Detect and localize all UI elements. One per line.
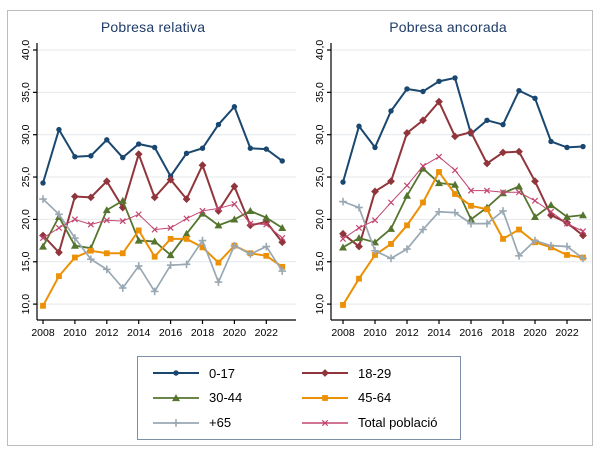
legend-item-65plus: +65 bbox=[152, 411, 301, 435]
y-tick-label: 35,0 bbox=[20, 82, 32, 103]
series-+65 bbox=[39, 195, 287, 296]
legend-label: 30-44 bbox=[209, 390, 243, 406]
relativa-chart: 10,0 15,0 20,0 25,0 30,0 35,0 40,0 2008 2010 2012… bbox=[20, 40, 296, 339]
y-tick-label: 30,0 bbox=[314, 124, 326, 145]
x-tick-label: 2008 bbox=[31, 327, 55, 339]
x-tick-label: 2022 bbox=[255, 327, 279, 339]
series-+65 bbox=[339, 197, 587, 263]
figure-border bbox=[7, 10, 593, 446]
x-tick-label: 2008 bbox=[331, 327, 355, 339]
legend-item-45-64: 45-64 bbox=[301, 386, 450, 410]
legend-item-0-17: 0-17 bbox=[152, 361, 301, 385]
ancorada-chart: 10,0 15,0 20,0 25,0 30,0 35,0 40,0 2008 2010 2012… bbox=[314, 40, 591, 339]
y-tick-label: 35,0 bbox=[314, 82, 326, 103]
x-tick-label: 2016 bbox=[459, 327, 483, 339]
legend-label: +65 bbox=[209, 415, 232, 431]
y-tick-label: 10,0 bbox=[20, 294, 32, 315]
x-tick-label: 2016 bbox=[159, 327, 183, 339]
legend-marker-total-icon bbox=[301, 416, 349, 430]
x-tick-label: 2012 bbox=[95, 327, 119, 339]
y-tick-label: 25,0 bbox=[20, 167, 32, 188]
x-tick-label: 2018 bbox=[491, 327, 515, 339]
series-18-29 bbox=[39, 150, 287, 257]
y-tick-label: 15,0 bbox=[20, 251, 32, 272]
y-tick-label: 25,0 bbox=[314, 167, 326, 188]
legend-item-30-44: 30-44 bbox=[152, 386, 301, 410]
y-tick-label: 20,0 bbox=[20, 209, 32, 230]
series-18-29 bbox=[339, 97, 587, 251]
x-tick-label: 2020 bbox=[523, 327, 547, 339]
y-tick-label: 30,0 bbox=[20, 124, 32, 145]
chart-title-relativa: Pobresa relativa bbox=[100, 19, 206, 35]
x-tick-label: 2010 bbox=[363, 327, 387, 339]
legend-item-18-29: 18-29 bbox=[301, 361, 450, 385]
y-tick-label: 15,0 bbox=[314, 251, 326, 272]
x-tick-label: 2014 bbox=[127, 327, 151, 339]
legend-marker-0-17-icon bbox=[152, 366, 200, 380]
y-tick-label: 40,0 bbox=[314, 40, 326, 61]
legend-marker-65plus-icon bbox=[152, 416, 200, 430]
legend-marker-30-44-icon bbox=[152, 391, 200, 405]
x-tick-label: 2022 bbox=[555, 327, 579, 339]
series-0-17 bbox=[40, 104, 285, 186]
legend-label: 45-64 bbox=[358, 390, 392, 406]
y-tick-label: 40,0 bbox=[20, 40, 32, 61]
x-tick-label: 2018 bbox=[191, 327, 215, 339]
series-total-població bbox=[339, 153, 587, 243]
x-tick-label: 2012 bbox=[395, 327, 419, 339]
series-total-població bbox=[39, 201, 286, 242]
legend-marker-45-64-icon bbox=[301, 391, 349, 405]
legend: 0-17 18-29 30-44 45-64 +65 Total poblaci… bbox=[137, 356, 461, 440]
y-tick-label: 20,0 bbox=[314, 209, 326, 230]
chart-title-ancorada: Pobresa ancorada bbox=[389, 19, 507, 35]
legend-item-total: Total població bbox=[301, 411, 450, 435]
series-0-17 bbox=[340, 75, 586, 185]
x-tick-label: 2020 bbox=[223, 327, 247, 339]
x-tick-label: 2014 bbox=[427, 327, 451, 339]
x-tick-label: 2010 bbox=[63, 327, 87, 339]
legend-label: 0-17 bbox=[209, 365, 236, 381]
y-tick-label: 10,0 bbox=[314, 294, 326, 315]
legend-label: 18-29 bbox=[358, 365, 392, 381]
legend-marker-18-29-icon bbox=[301, 366, 349, 380]
legend-label: Total població bbox=[358, 415, 438, 431]
